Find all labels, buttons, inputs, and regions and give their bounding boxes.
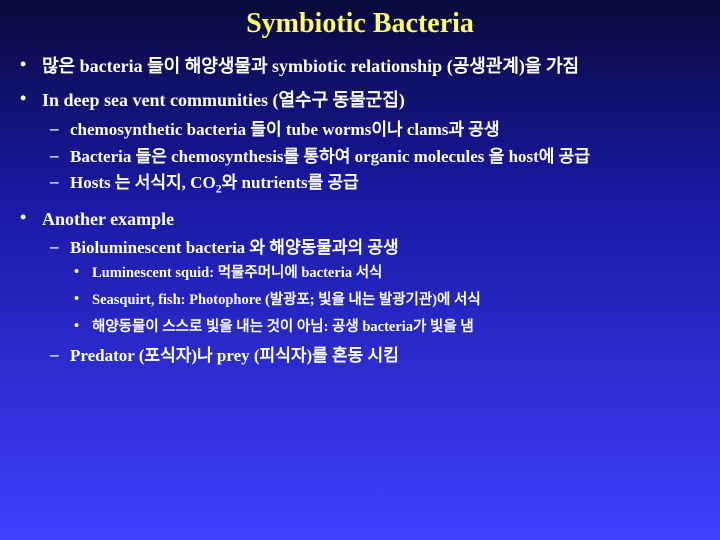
bullet-dot-icon: • <box>20 88 42 112</box>
item-text: chemosynthetic bacteria 들이 tube worms이나 … <box>70 119 700 142</box>
item-text: 많은 bacteria 들이 해양생물과 symbiotic relations… <box>42 54 700 78</box>
item-text: Another example <box>42 207 700 231</box>
list-item: • In deep sea vent communities (열수구 동물군집… <box>20 88 700 197</box>
bullet-dash-icon: – <box>50 237 70 260</box>
bullet-dash-icon: – <box>50 119 70 142</box>
list-item: – Bioluminescent bacteria 와 해양동물과의 공생 • … <box>50 237 700 336</box>
item-text: Bioluminescent bacteria 와 해양동물과의 공생 <box>70 237 700 260</box>
list-item: • 해양동물이 스스로 빛을 내는 것이 아님: 공생 bacteria가 빛을… <box>74 318 700 337</box>
item-text: Seasquirt, fish: Photophore (발광포; 빛을 내는 … <box>92 291 700 310</box>
list-item: • Seasquirt, fish: Photophore (발광포; 빛을 내… <box>74 291 700 310</box>
bullet-list-level2: – chemosynthetic bacteria 들이 tube worms이… <box>50 119 700 197</box>
list-item: • Another example – Bioluminescent bacte… <box>20 207 700 368</box>
item-text: In deep sea vent communities (열수구 동물군집) <box>42 88 700 112</box>
item-text: 해양동물이 스스로 빛을 내는 것이 아님: 공생 bacteria가 빛을 냄 <box>92 318 700 337</box>
slide-title: Symbiotic Bacteria <box>20 8 700 40</box>
bullet-dash-icon: – <box>50 172 70 196</box>
bullet-list-level2: – Bioluminescent bacteria 와 해양동물과의 공생 • … <box>50 237 700 367</box>
item-text: Bacteria 들은 chemosynthesis를 통하여 organic … <box>70 146 700 169</box>
list-item: • Luminescent squid: 먹물주머니에 bacteria 서식 <box>74 264 700 283</box>
item-text: Hosts 는 서식지, CO2와 nutrients를 공급 <box>70 172 700 196</box>
item-text: Predator (포식자)나 prey (피식자)를 혼동 시킴 <box>70 345 700 368</box>
bullet-dot-icon: • <box>20 54 42 78</box>
list-item: – Predator (포식자)나 prey (피식자)를 혼동 시킴 <box>50 345 700 368</box>
list-item: – chemosynthetic bacteria 들이 tube worms이… <box>50 119 700 142</box>
bullet-dot-icon: • <box>74 264 92 283</box>
bullet-dot-icon: • <box>20 207 42 231</box>
item-text: Luminescent squid: 먹물주머니에 bacteria 서식 <box>92 264 700 283</box>
bullet-dash-icon: – <box>50 146 70 169</box>
bullet-dot-icon: • <box>74 318 92 337</box>
list-item: – Bacteria 들은 chemosynthesis를 통하여 organi… <box>50 146 700 169</box>
bullet-dot-icon: • <box>74 291 92 310</box>
bullet-dash-icon: – <box>50 345 70 368</box>
list-item: – Hosts 는 서식지, CO2와 nutrients를 공급 <box>50 172 700 196</box>
list-item: • 많은 bacteria 들이 해양생물과 symbiotic relatio… <box>20 54 700 78</box>
bullet-list-level1: • 많은 bacteria 들이 해양생물과 symbiotic relatio… <box>20 54 700 368</box>
bullet-list-level3: • Luminescent squid: 먹물주머니에 bacteria 서식 … <box>74 264 700 337</box>
